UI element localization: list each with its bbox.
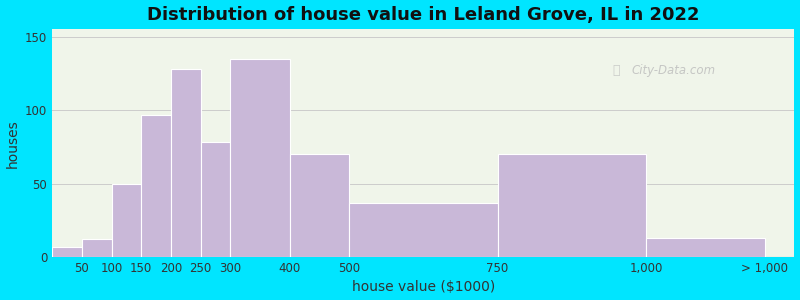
Bar <box>230 59 290 257</box>
Bar <box>142 115 171 257</box>
Bar <box>349 203 498 257</box>
Text: City-Data.com: City-Data.com <box>631 64 715 77</box>
Title: Distribution of house value in Leland Grove, IL in 2022: Distribution of house value in Leland Gr… <box>147 6 699 24</box>
Bar <box>498 154 646 257</box>
Bar <box>290 154 349 257</box>
Bar <box>171 69 201 257</box>
X-axis label: house value ($1000): house value ($1000) <box>352 280 495 294</box>
Bar <box>646 238 765 257</box>
Y-axis label: houses: houses <box>6 119 19 167</box>
Bar <box>52 247 82 257</box>
Text: Ⓡ: Ⓡ <box>613 64 620 77</box>
Bar <box>111 184 142 257</box>
Bar <box>201 142 230 257</box>
Bar <box>82 239 111 257</box>
